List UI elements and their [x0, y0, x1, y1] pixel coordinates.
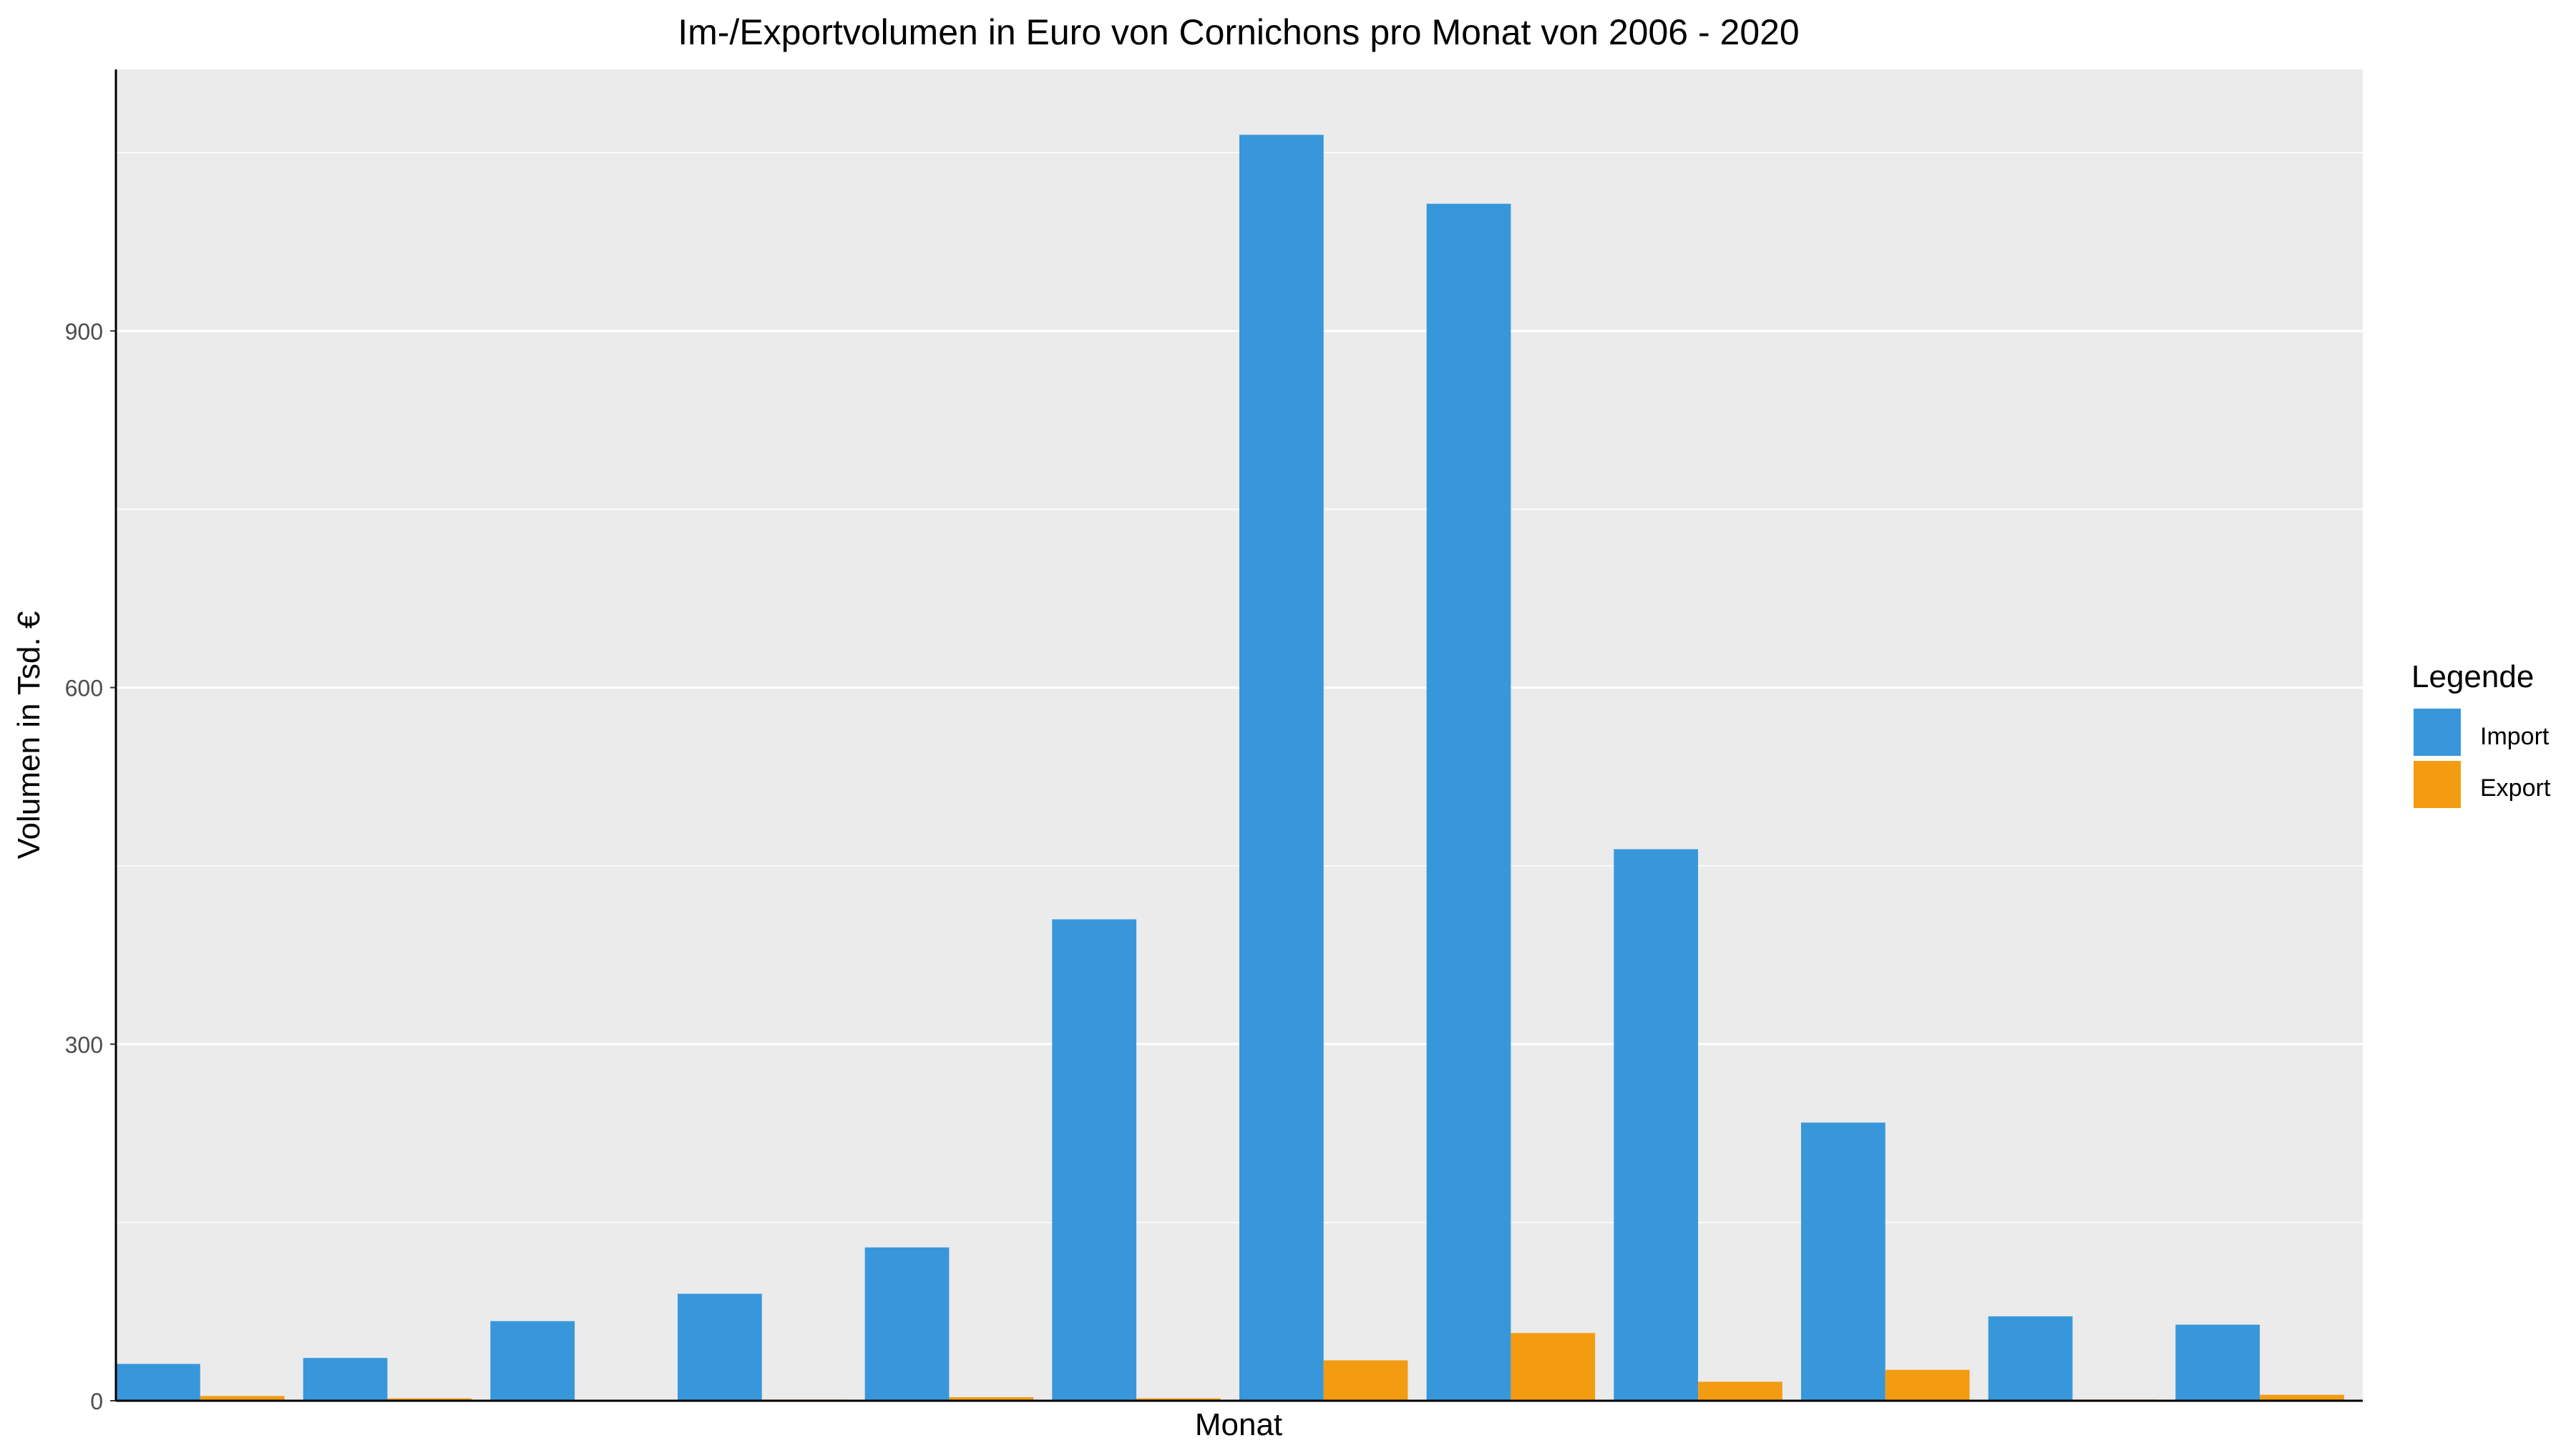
legend-label-export: Export	[2480, 774, 2551, 802]
bar-import-8	[1426, 203, 1511, 1401]
bar-export-12	[2260, 1394, 2344, 1401]
bar-import-12	[2175, 1324, 2260, 1401]
legend-label-import: Import	[2480, 723, 2550, 750]
legend-swatch-export	[2414, 761, 2461, 808]
bar-export-2	[387, 1398, 472, 1401]
bar-export-7	[1323, 1360, 1408, 1401]
bar-import-1	[116, 1364, 200, 1401]
bar-export-10	[1885, 1369, 1970, 1401]
bars	[116, 135, 2344, 1401]
bar-import-5	[864, 1247, 950, 1401]
y-axis-ticks: 0 300 600 900	[65, 319, 116, 1414]
bar-import-3	[490, 1321, 575, 1401]
bar-export-9	[1698, 1381, 1782, 1401]
y-axis-label: Volumen in Tsd. €	[11, 611, 47, 860]
bar-export-6	[1136, 1398, 1221, 1401]
y-tick-label: 0	[90, 1389, 103, 1414]
chart-title: Im-/Exportvolumen in Euro von Cornichons…	[678, 12, 1800, 52]
bar-export-5	[949, 1397, 1034, 1401]
bar-import-2	[303, 1358, 388, 1401]
y-tick-label: 900	[65, 319, 103, 344]
y-tick-label: 300	[65, 1032, 103, 1058]
bar-export-1	[200, 1396, 285, 1401]
x-axis-label: Monat	[1195, 1407, 1282, 1442]
bar-import-9	[1614, 849, 1699, 1401]
legend-swatch-import	[2414, 709, 2461, 756]
bar-import-11	[1988, 1316, 2073, 1401]
bar-import-4	[678, 1293, 762, 1401]
bar-export-8	[1511, 1333, 1596, 1401]
bar-import-6	[1052, 919, 1137, 1401]
bar-import-10	[1801, 1122, 1885, 1401]
y-tick-label: 600	[65, 676, 103, 701]
bar-import-7	[1239, 135, 1324, 1401]
legend-title: Legende	[2411, 659, 2534, 694]
legend: Legende Import Export	[2411, 659, 2551, 808]
